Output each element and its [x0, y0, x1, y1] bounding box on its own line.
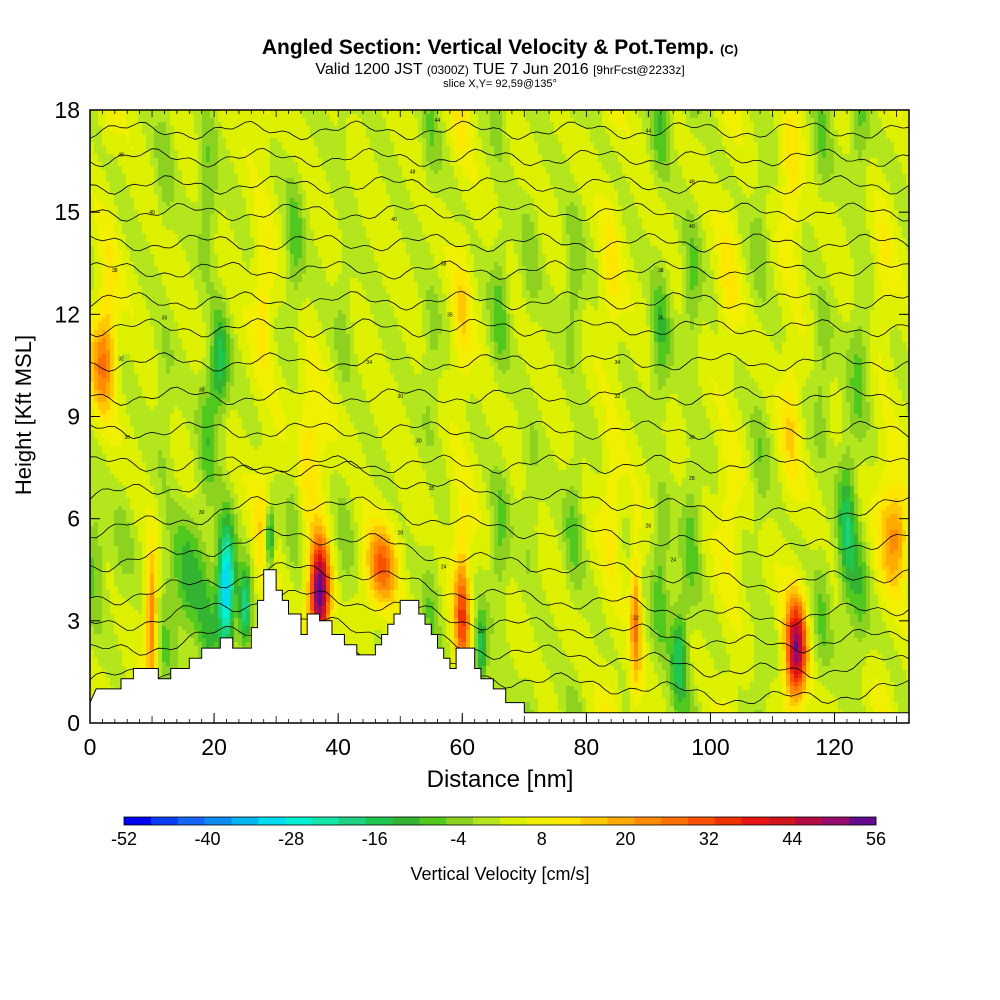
colorbar-swatch: [393, 817, 420, 825]
colorbar-swatch: [500, 817, 527, 825]
colorbar-swatch: [366, 817, 393, 825]
x-tick-label: 120: [815, 734, 853, 760]
y-tick-label: 9: [67, 404, 80, 430]
theta-label: 26: [646, 523, 652, 529]
theta-label: 30: [689, 435, 695, 441]
colorbar-tick-label: 32: [699, 829, 719, 849]
theta-label: 40: [149, 210, 155, 216]
colorbar-tick-label: 44: [782, 829, 802, 849]
colorbar-swatch: [473, 817, 500, 825]
theta-label: 24: [441, 564, 447, 570]
colorbar-swatch: [178, 817, 205, 825]
theta-label: 34: [366, 360, 372, 366]
x-axis-label: Distance [nm]: [0, 766, 1000, 794]
colorbar-swatch: [554, 817, 581, 825]
theta-label: 44: [646, 128, 652, 134]
theta-label: 35: [447, 312, 453, 318]
velocity-field: [90, 110, 911, 727]
y-tick-label: 0: [67, 710, 80, 736]
theta-label: 30: [397, 394, 403, 400]
colorbar-tick-label: -52: [111, 829, 137, 849]
colorbar-swatch: [446, 817, 473, 825]
theta-label: 32: [615, 394, 621, 400]
theta-label: 38: [441, 261, 447, 267]
x-tick-label: 60: [449, 734, 475, 760]
theta-label: 30: [416, 438, 422, 444]
theta-label: 32: [118, 357, 124, 363]
colorbar-swatch: [124, 817, 151, 825]
theta-label: 28: [689, 476, 695, 482]
theta-label: 30: [199, 510, 205, 516]
colorbar-swatch: [258, 817, 285, 825]
colorbar-swatch: [795, 817, 822, 825]
colorbar-swatch: [339, 817, 366, 825]
colorbar-tick-label: 56: [866, 829, 886, 849]
theta-label: 28: [428, 486, 434, 492]
x-tick-label: 0: [84, 734, 97, 760]
colorbar-swatch: [661, 817, 688, 825]
colorbar-tick-label: -40: [195, 829, 221, 849]
colorbar-swatch: [581, 817, 608, 825]
colorbar-swatch: [527, 817, 554, 825]
colorbar-tick-label: -28: [278, 829, 304, 849]
theta-label: 38: [112, 268, 118, 274]
theta-label: 35: [658, 316, 664, 322]
theta-label: 34: [615, 360, 621, 366]
theta-label: 40: [391, 217, 397, 223]
theta-label: 28: [397, 530, 403, 536]
colorbar-tick-label: -4: [450, 829, 466, 849]
colorbar-swatch: [742, 817, 769, 825]
chart-canvas: 4840383532303030444840383534303028282444…: [0, 0, 1000, 1000]
colorbar-swatch: [849, 817, 876, 825]
theta-label: 22: [633, 615, 639, 621]
colorbar-swatch: [688, 817, 715, 825]
y-tick-label: 6: [67, 506, 80, 532]
colorbar-tick-label: 8: [537, 829, 547, 849]
theta-label: 20: [478, 629, 484, 635]
theta-label: 30: [124, 435, 130, 441]
y-tick-label: 15: [54, 199, 80, 225]
theta-label: 30: [199, 387, 205, 393]
y-tick-label: 18: [54, 97, 80, 123]
colorbar-swatch: [419, 817, 446, 825]
theta-label: 48: [689, 180, 695, 186]
theta-label: 40: [689, 224, 695, 230]
colorbar-swatch: [715, 817, 742, 825]
x-tick-label: 40: [325, 734, 351, 760]
x-tick-label: 20: [201, 734, 227, 760]
x-tick-label: 100: [691, 734, 729, 760]
y-tick-label: 3: [67, 608, 80, 634]
colorbar-swatch: [822, 817, 849, 825]
theta-label: 35: [162, 316, 168, 322]
y-axis-label: Height [Kft MSL]: [11, 305, 37, 525]
theta-label: 24: [670, 558, 676, 564]
colorbar-swatch: [312, 817, 339, 825]
theta-label: 48: [118, 152, 124, 158]
colorbar-swatch: [634, 817, 661, 825]
colorbar-swatch: [231, 817, 258, 825]
colorbar-label: Vertical Velocity [cm/s]: [0, 864, 1000, 885]
colorbar: -52 -40 -28 -16 -4 8 20 32 44 56: [111, 817, 886, 849]
theta-label: 38: [658, 268, 664, 274]
colorbar-swatch: [285, 817, 312, 825]
colorbar-tick-label: -16: [362, 829, 388, 849]
theta-label: 48: [410, 169, 416, 175]
colorbar-tick-label: 20: [615, 829, 635, 849]
colorbar-swatch: [205, 817, 232, 825]
x-tick-label: 80: [574, 734, 600, 760]
theta-label: 44: [435, 118, 441, 124]
colorbar-swatch: [769, 817, 796, 825]
colorbar-swatch: [607, 817, 634, 825]
y-tick-label: 12: [54, 301, 80, 327]
colorbar-swatch: [151, 817, 178, 825]
